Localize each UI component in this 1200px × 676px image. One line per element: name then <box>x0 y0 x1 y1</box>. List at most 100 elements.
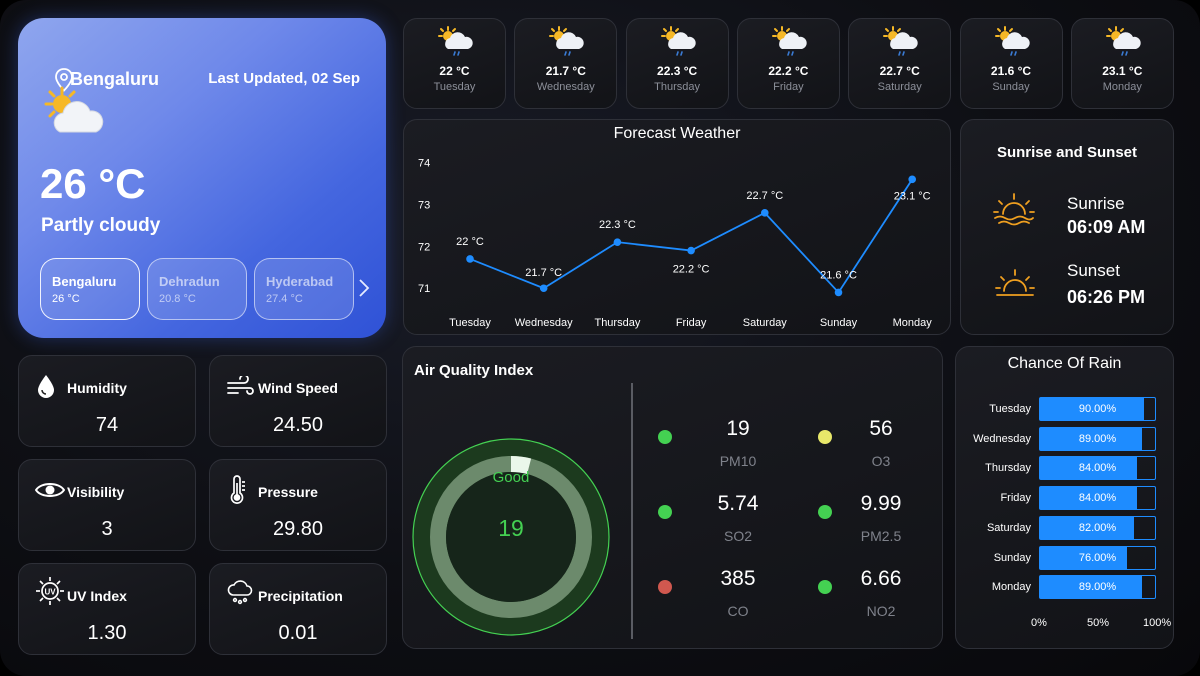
uv-index-tile: UV UV Index 1.30 <box>18 563 196 655</box>
aqi-status: Good <box>492 469 530 486</box>
forecast-tile-thursday[interactable]: 22.3 °C Thursday <box>625 18 729 109</box>
partly-cloudy-rain-icon <box>770 25 808 62</box>
wind-icon <box>226 374 254 403</box>
rain-bar[interactable]: 84.00% <box>1039 486 1156 511</box>
forecast-tile-friday[interactable]: 22.2 °C Friday <box>736 18 840 109</box>
forecast-tile-monday[interactable]: 23.1 °C Monday <box>1070 18 1174 109</box>
data-label: 22.3 °C <box>599 219 636 231</box>
sunset-icon <box>995 267 1035 304</box>
pollutant-key: CO <box>727 603 749 619</box>
partly-cloudy-icon <box>40 84 110 145</box>
sunset-label: Sunset <box>1067 261 1120 280</box>
forecast-tile-sunday[interactable]: 21.6 °C Sunday <box>959 18 1063 109</box>
city-temp: 26 °C <box>52 293 80 305</box>
data-point[interactable] <box>466 255 474 263</box>
humidity-tile: Humidity 74 <box>18 355 196 447</box>
forecast-temp: 22.2 °C <box>768 64 809 78</box>
rain-bar-fill <box>1040 576 1143 599</box>
pollutant-value: 385 <box>720 567 756 590</box>
rain-bar-fill <box>1040 427 1143 450</box>
rain-bar[interactable]: 84.00% <box>1039 456 1156 481</box>
rain-bar[interactable]: 89.00% <box>1039 575 1156 600</box>
forecast-tile-wednesday[interactable]: 21.7 °C Wednesday <box>514 18 618 109</box>
x-tick-label: Monday <box>893 317 933 329</box>
metric-value: 3 <box>101 518 113 540</box>
data-point[interactable] <box>613 238 622 246</box>
rain-bar-fill <box>1040 457 1137 480</box>
data-point[interactable] <box>539 284 548 293</box>
city-temp: 27.4 °C <box>266 293 303 305</box>
data-point[interactable] <box>761 209 769 217</box>
city-temp: 20.8 °C <box>159 293 196 305</box>
rain-bar-fill <box>1040 487 1137 510</box>
rain-bar[interactable]: 76.00% <box>1039 545 1156 570</box>
metric-label: UV Index <box>67 588 127 604</box>
sunrise-icon <box>993 192 1035 231</box>
sunrise-time: 06:09 AM <box>1067 217 1146 237</box>
metric-value: 74 <box>95 414 119 436</box>
svg-text:UV: UV <box>44 588 56 597</box>
data-point[interactable] <box>834 288 843 297</box>
city-name: Hyderabad <box>266 274 334 289</box>
metric-label: Visibility <box>67 484 125 500</box>
y-tick-label: 74 <box>418 158 430 170</box>
chevron-right-icon[interactable] <box>358 278 370 304</box>
rain-bar[interactable]: 89.00% <box>1039 426 1156 451</box>
data-label: 21.6 °C <box>820 269 857 281</box>
forecast-temp: 22.7 °C <box>879 64 920 78</box>
x-tick-label: Thursday <box>594 317 640 329</box>
aqi-value: 19 <box>498 515 524 541</box>
forecast-tile-saturday[interactable]: 22.7 °C Saturday <box>848 18 952 109</box>
forecast-temp: 22 °C <box>439 64 470 78</box>
uv-sun-icon: UV <box>35 576 65 611</box>
city-button-hyderabad[interactable]: Hyderabad 27.4 °C <box>254 258 354 320</box>
rain-bar-label: 89.00% <box>1078 432 1117 445</box>
forecast-day: Thursday <box>654 81 701 93</box>
forecast-temp: 21.7 °C <box>545 64 586 78</box>
city-button-dehradun[interactable]: Dehradun 20.8 °C <box>147 258 247 320</box>
rain-axis-label: 50% <box>1087 617 1110 629</box>
location-pin-icon <box>54 68 74 97</box>
forecast-day: Sunday <box>992 81 1030 93</box>
y-tick-label: 72 <box>418 241 430 253</box>
rain-bar[interactable]: 82.00% <box>1039 515 1156 540</box>
forecast-temp: 23.1 °C <box>1102 64 1143 78</box>
partly-cloudy-rain-icon <box>659 25 697 62</box>
current-city: Bengaluru <box>70 69 160 89</box>
air-quality-card: Air Quality Index Good 19 19 PM10 56 O3 5.74… <box>402 346 943 649</box>
rain-bar-fill <box>1040 398 1144 420</box>
aqi-gauge <box>412 438 610 636</box>
pollutant-key: NO2 <box>866 603 896 619</box>
x-tick-label: Sunday <box>820 317 858 329</box>
aqi-divider <box>631 383 633 639</box>
sunrise-label: Sunrise <box>1067 194 1125 213</box>
rain-bar-fill <box>1040 546 1128 569</box>
status-dot <box>818 580 832 594</box>
forecast-tile-tuesday[interactable]: 22 °C Tuesday <box>403 18 506 109</box>
pollutant-key: SO2 <box>723 528 752 544</box>
partly-cloudy-rain-icon <box>993 25 1031 62</box>
forecast-temp: 21.6 °C <box>990 64 1032 78</box>
rain-bar-label: 84.00% <box>1078 462 1117 475</box>
rain-day-label: Tuesday <box>989 403 1031 415</box>
rain-day-label: Sunday <box>993 551 1031 564</box>
rain-bar-label: 90.00% <box>1078 403 1117 415</box>
rain-cloud-icon <box>226 578 254 611</box>
metric-value: 1.30 <box>87 622 127 644</box>
forecast-chart-card: Forecast Weather 74 73 72 71 22 °C Tuesday 21.… <box>403 119 951 335</box>
rain-bar-label: 89.00% <box>1078 581 1117 594</box>
metric-label: Wind Speed <box>258 380 338 396</box>
data-point[interactable] <box>687 246 695 255</box>
metric-label: Precipitation <box>258 588 343 604</box>
forecast-day: Monday <box>1102 81 1142 93</box>
rain-bar[interactable]: 90.00% <box>1039 397 1156 421</box>
current-weather-card: Bengaluru Last Updated, 02 Sep 26 °C Par… <box>18 18 386 338</box>
data-point[interactable] <box>908 175 916 184</box>
forecast-day: Wednesday <box>536 81 595 93</box>
city-button-bengaluru[interactable]: Bengaluru 26 °C <box>40 258 140 320</box>
wind-speed-tile: Wind Speed 24.50 <box>209 355 387 447</box>
data-label: 22.2 °C <box>673 264 710 276</box>
metric-value: 29.80 <box>272 518 324 540</box>
y-tick-label: 73 <box>418 199 430 211</box>
